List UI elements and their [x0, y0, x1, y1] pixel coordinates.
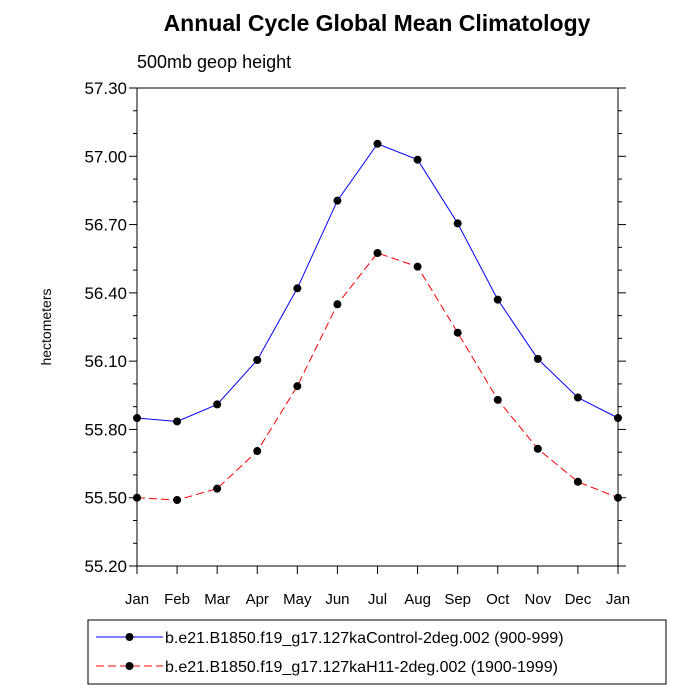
data-point-1 — [373, 249, 382, 258]
x-tick-label: Mar — [204, 591, 230, 608]
legend-label-1: b.e21.B1850.f19_g17.127kaH11-2deg.002 (1… — [165, 659, 558, 676]
chart-subtitle: 500mb geop height — [137, 52, 291, 72]
x-tick-label: Oct — [486, 591, 510, 608]
y-axis: 55.20 55.50 55.80 56.10 56.40 56.70 57.00 57.30 — [84, 79, 626, 576]
data-point-1 — [413, 262, 422, 271]
data-point-1 — [253, 447, 262, 456]
y-tick-label: 57.30 — [84, 79, 127, 98]
data-point-0 — [413, 155, 422, 164]
series-line-0 — [136, 143, 619, 423]
x-axis: Jan Feb Mar Apr May Jun Jul Aug Sep Oct Nov Dec Jan — [125, 566, 630, 608]
y-tick-label: 55.20 — [84, 557, 127, 576]
y-tick-label: 55.50 — [84, 489, 127, 508]
data-point-0 — [493, 295, 502, 304]
data-point-0 — [533, 354, 542, 363]
data-point-1 — [493, 395, 502, 404]
data-point-0 — [213, 400, 222, 409]
y-tick-label: 56.10 — [84, 352, 127, 371]
data-point-0 — [253, 356, 262, 365]
data-point-0 — [293, 284, 302, 293]
y-tick-label: 57.00 — [84, 147, 127, 166]
data-point-1 — [213, 484, 222, 493]
x-tick-label: Feb — [164, 591, 190, 608]
plot-frame — [136, 87, 619, 567]
data-point-0 — [373, 139, 382, 148]
legend-marker-0 — [125, 633, 134, 641]
data-point-1 — [333, 300, 342, 309]
data-point-0 — [173, 417, 182, 426]
x-tick-label: Jul — [368, 591, 387, 608]
chart-title: Annual Cycle Global Mean Climatology — [164, 10, 591, 36]
data-point-0 — [453, 219, 462, 228]
legend — [87, 619, 667, 685]
x-tick-label: Nov — [524, 591, 551, 608]
data-point-0 — [333, 196, 342, 205]
x-tick-label: Jun — [325, 591, 349, 608]
data-point-1 — [573, 477, 582, 486]
series-layer — [133, 139, 622, 504]
data-point-1 — [133, 493, 141, 502]
legend-label-0: b.e21.B1850.f19_g17.127kaControl-2deg.00… — [165, 630, 564, 647]
x-tick-label: Apr — [246, 591, 269, 608]
y-tick-label: 56.70 — [84, 216, 127, 235]
x-tick-label: Jan — [125, 591, 149, 608]
data-point-0 — [614, 414, 622, 423]
data-point-0 — [573, 393, 582, 402]
data-point-0 — [133, 414, 141, 423]
y-tick-label: 56.40 — [84, 284, 127, 303]
data-point-1 — [533, 444, 542, 453]
legend-marker-1 — [125, 662, 134, 670]
x-tick-label: Sep — [444, 591, 471, 608]
x-tick-label: May — [283, 591, 312, 608]
x-tick-label: Dec — [565, 591, 592, 608]
data-point-1 — [293, 382, 302, 391]
data-point-1 — [453, 328, 462, 337]
data-point-1 — [173, 495, 182, 504]
y-tick-label: 55.80 — [84, 420, 127, 439]
x-tick-label: Jan — [606, 591, 630, 608]
series-line-1 — [136, 252, 619, 501]
data-point-1 — [614, 493, 622, 502]
y-axis-label: hectometers — [38, 288, 54, 365]
x-tick-label: Aug — [404, 591, 431, 608]
